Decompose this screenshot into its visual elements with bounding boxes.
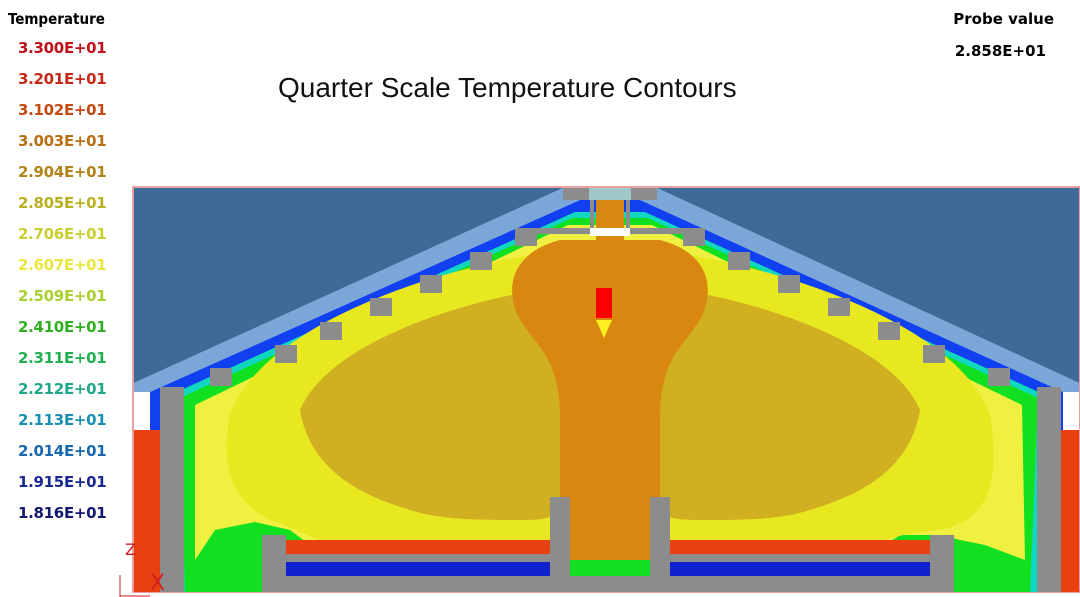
probe-value: 2.858E+01 (954, 42, 1046, 60)
top-vent-left (563, 188, 589, 200)
center-pier-left (550, 497, 570, 592)
ceiling-step (320, 322, 342, 340)
probe-marker-tip (596, 320, 612, 338)
legend-level: 3.003E+01 (18, 132, 107, 150)
ceiling-step (878, 322, 900, 340)
legend-title: Temperature (8, 10, 105, 28)
x-axis-label: X (150, 571, 165, 596)
ceiling-step (420, 275, 442, 293)
background-region (134, 188, 1079, 383)
ceiling-step (728, 252, 750, 270)
ceiling-step (988, 368, 1010, 386)
legend-level: 2.706E+01 (18, 225, 107, 243)
right-hot-wall (1061, 430, 1079, 592)
ceiling-step (828, 298, 850, 316)
ceiling-gap (590, 228, 630, 236)
central-plume (512, 240, 708, 560)
interior-mid-region-right (649, 290, 920, 520)
right-floor-hot-band (670, 540, 930, 554)
floor-slab (262, 576, 952, 592)
legend-level: 3.201E+01 (18, 70, 107, 88)
roof-left (134, 188, 580, 392)
legend-level: 2.509E+01 (18, 287, 107, 305)
legend-level: 3.300E+01 (18, 39, 107, 57)
ceiling-step (923, 345, 945, 363)
legend-level: 2.014E+01 (18, 442, 107, 460)
legend-level: 2.805E+01 (18, 194, 107, 212)
left-floor-riser (262, 535, 286, 592)
plot-title: Quarter Scale Temperature Contours (278, 72, 737, 103)
ceiling-step (210, 368, 232, 386)
legend-level: 2.607E+01 (18, 256, 107, 274)
legend-level: 2.904E+01 (18, 163, 107, 181)
top-vent-opening (589, 188, 631, 200)
ceiling-step (470, 252, 492, 270)
legend-level: 3.102E+01 (18, 101, 107, 119)
color-legend: 3.300E+01 3.201E+01 3.102E+01 3.003E+01 2.90… (18, 38, 107, 534)
legend-level: 1.816E+01 (18, 504, 107, 522)
z-axis-label: Z (125, 540, 136, 559)
probe-label: Probe value (953, 10, 1054, 28)
roof-right (640, 188, 1079, 392)
legend-level: 2.410E+01 (18, 318, 107, 336)
right-mid-bar (670, 554, 930, 562)
legend-level: 1.915E+01 (18, 473, 107, 491)
ceiling-step (370, 298, 392, 316)
legend-level: 2.311E+01 (18, 349, 107, 367)
left-mid-bar (285, 554, 550, 562)
ceiling-step (275, 345, 297, 363)
right-floor-channel (670, 562, 930, 576)
top-vent-right (631, 188, 657, 200)
legend-level: 2.113E+01 (18, 411, 107, 429)
vent-inner-left (590, 200, 594, 230)
left-floor-channel (285, 562, 550, 576)
ceiling-step (778, 275, 800, 293)
center-pier-right (650, 497, 670, 592)
vent-inner-right (626, 200, 630, 230)
right-wall (1037, 387, 1061, 592)
probe-marker-body (596, 288, 612, 318)
left-hot-wall (134, 430, 161, 592)
interior-mid-region (300, 290, 571, 520)
right-floor-riser (930, 535, 954, 592)
left-wall (160, 387, 184, 592)
legend-level: 2.212E+01 (18, 380, 107, 398)
left-floor-hot-band (285, 540, 550, 554)
